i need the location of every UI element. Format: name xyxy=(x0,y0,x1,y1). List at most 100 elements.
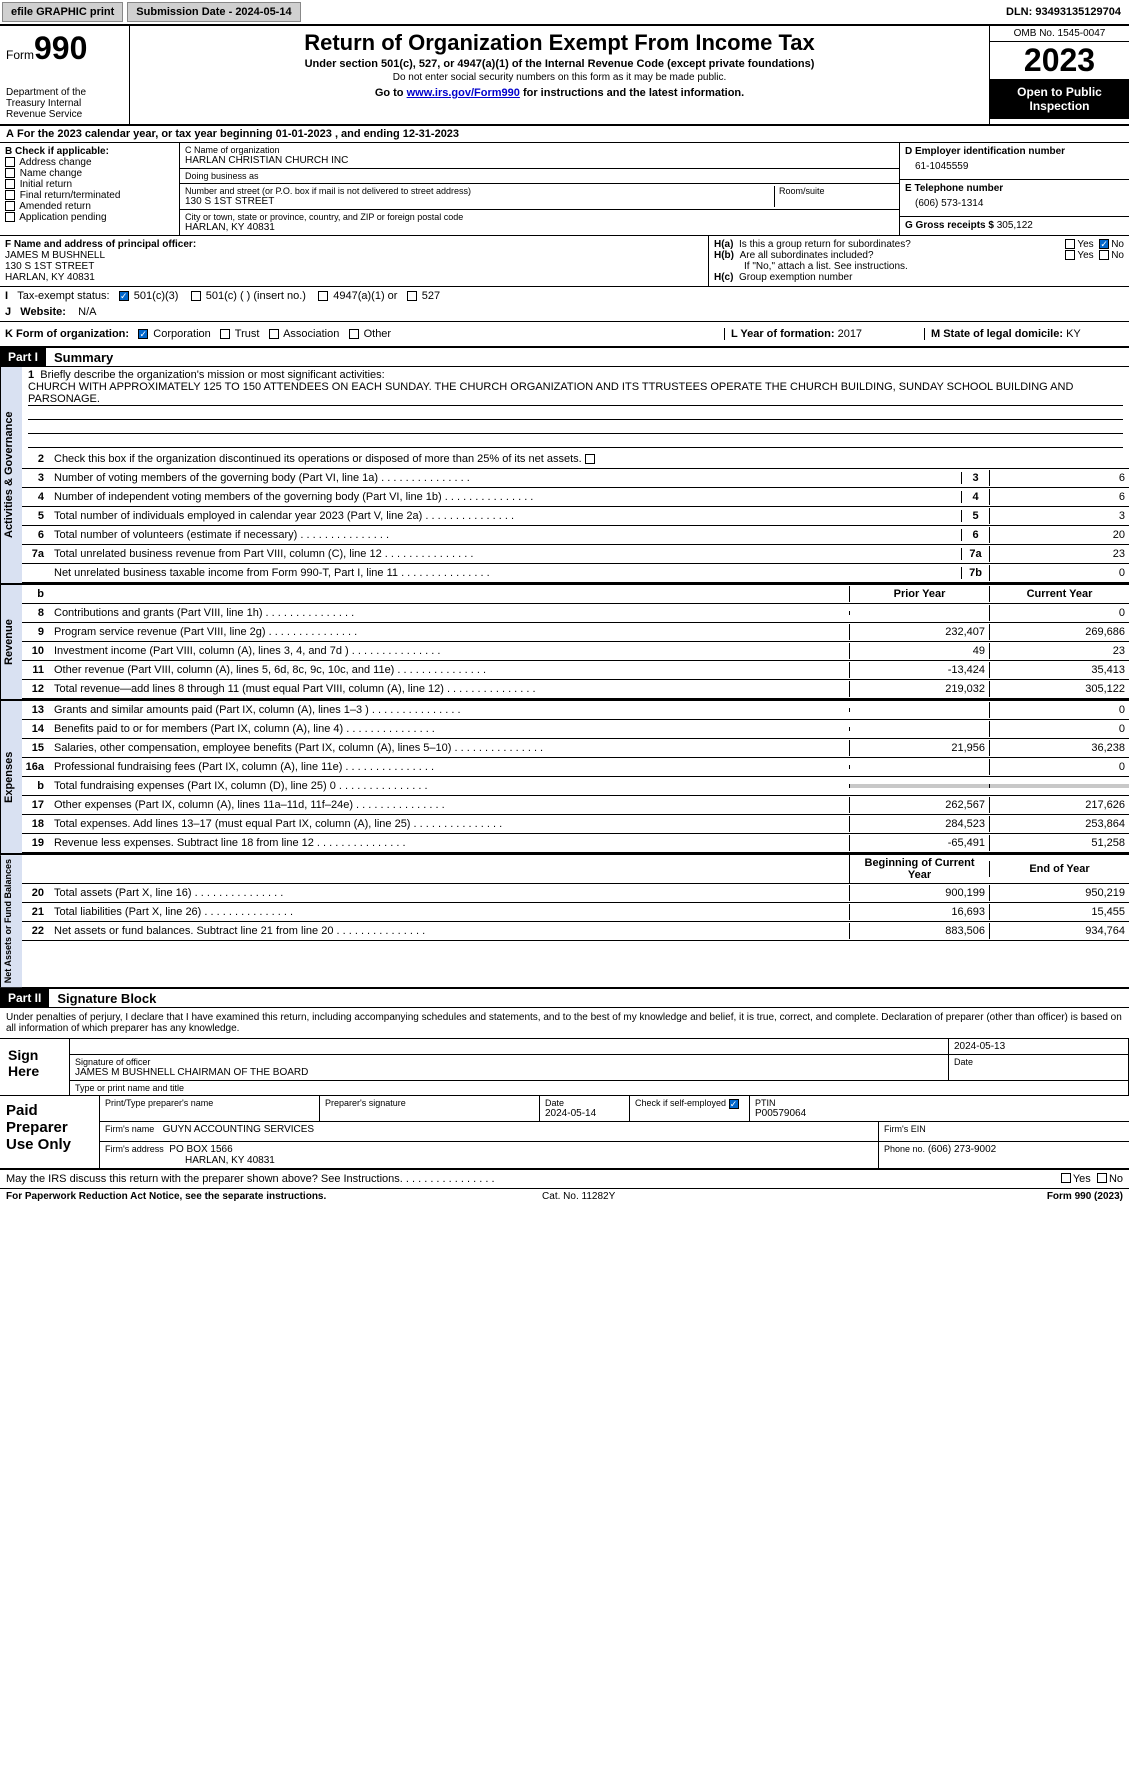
lbl-address-change: Address change xyxy=(19,157,91,168)
lbl-501c3: 501(c)(3) xyxy=(134,290,179,302)
chk-ha-yes[interactable] xyxy=(1065,239,1075,249)
chk-amended-return[interactable] xyxy=(5,201,15,211)
ptin: P00579064 xyxy=(755,1108,1124,1119)
korg-label: K Form of organization: xyxy=(5,328,129,340)
chk-discuss-no[interactable] xyxy=(1097,1173,1107,1183)
dln: DLN: 93493135129704 xyxy=(1006,6,1129,18)
chk-501c[interactable] xyxy=(191,291,201,301)
chk-hb-yes[interactable] xyxy=(1065,250,1075,260)
line-3: 3Number of voting members of the governi… xyxy=(22,469,1129,488)
part1-header: Part I Summary xyxy=(0,348,1129,367)
org-name: HARLAN CHRISTIAN CHURCH INC xyxy=(185,155,894,166)
year-formation-label: L Year of formation: xyxy=(731,328,835,340)
sign-date: 2024-05-13 xyxy=(949,1039,1129,1054)
chk-other[interactable] xyxy=(349,329,359,339)
street-label: Number and street (or P.O. box if mail i… xyxy=(185,186,774,196)
lbl-4947: 4947(a)(1) or xyxy=(333,290,397,302)
chk-4947[interactable] xyxy=(318,291,328,301)
ein-label: D Employer identification number xyxy=(905,146,1124,157)
street: 130 S 1ST STREET xyxy=(185,196,774,207)
chk-trust[interactable] xyxy=(220,329,230,339)
irs-link[interactable]: www.irs.gov/Form990 xyxy=(407,87,520,99)
prep-date-label: Date xyxy=(545,1098,624,1108)
sign-here-block: Sign Here 2024-05-13 Signature of office… xyxy=(0,1039,1129,1096)
phone-label: E Telephone number xyxy=(905,183,1124,194)
side-expenses: Expenses xyxy=(0,701,22,853)
line-17: 17Other expenses (Part IX, column (A), l… xyxy=(22,796,1129,815)
section-ij: I Tax-exempt status: 501(c)(3) 501(c) ( … xyxy=(0,287,1129,322)
line-6: 6Total number of volunteers (estimate if… xyxy=(22,526,1129,545)
lbl-yes2: Yes xyxy=(1077,250,1093,261)
sig-officer: JAMES M BUSHNELL CHAIRMAN OF THE BOARD xyxy=(75,1067,943,1078)
footer-cat: Cat. No. 11282Y xyxy=(542,1191,615,1202)
chk-assoc[interactable] xyxy=(269,329,279,339)
lbl-application-pending: Application pending xyxy=(19,212,106,223)
line-20: 20Total assets (Part X, line 16)900,1999… xyxy=(22,884,1129,903)
efile-button[interactable]: efile GRAPHIC print xyxy=(2,2,123,22)
lbl-no2: No xyxy=(1111,250,1124,261)
sig-officer-label: Signature of officer xyxy=(75,1057,943,1067)
tax-year: 2023 xyxy=(990,42,1129,79)
section-expenses: Expenses 13Grants and similar amounts pa… xyxy=(0,701,1129,855)
open-to-public: Open to Public Inspection xyxy=(990,79,1129,119)
ptin-label: PTIN xyxy=(755,1098,1124,1108)
form-number: 990 xyxy=(34,30,87,66)
chk-application-pending[interactable] xyxy=(5,212,15,222)
chk-address-change[interactable] xyxy=(5,157,15,167)
hdr-current-year: Current Year xyxy=(989,586,1129,602)
chk-final-return[interactable] xyxy=(5,190,15,200)
firm-addr1: PO BOX 1566 xyxy=(169,1144,232,1155)
chk-name-change[interactable] xyxy=(5,168,15,178)
goto-post: for instructions and the latest informat… xyxy=(520,87,744,99)
gross-receipts: 305,122 xyxy=(997,220,1033,231)
chk-line2[interactable] xyxy=(585,454,595,464)
firm-addr2: HARLAN, KY 40831 xyxy=(105,1155,275,1166)
prep-sig-label: Preparer's signature xyxy=(320,1096,540,1121)
line-14: 14Benefits paid to or for members (Part … xyxy=(22,720,1129,739)
line-18: 18Total expenses. Add lines 13–17 (must … xyxy=(22,815,1129,834)
ein: 61-1045559 xyxy=(905,157,1124,176)
lbl-no: No xyxy=(1111,239,1124,250)
officer-name: JAMES M BUSHNELL xyxy=(5,250,703,261)
goto-pre: Go to xyxy=(375,87,407,99)
line-5: 5Total number of individuals employed in… xyxy=(22,507,1129,526)
chk-ha-no[interactable] xyxy=(1099,239,1109,249)
discuss-row: May the IRS discuss this return with the… xyxy=(0,1170,1129,1189)
gross-receipts-label: G Gross receipts $ xyxy=(905,220,994,231)
lbl-trust: Trust xyxy=(235,328,260,340)
form-label: Form xyxy=(6,48,34,62)
chk-discuss-yes[interactable] xyxy=(1061,1173,1071,1183)
footer-form: Form 990 (2023) xyxy=(1047,1191,1123,1202)
line-4: 4Number of independent voting members of… xyxy=(22,488,1129,507)
line-7a: 7aTotal unrelated business revenue from … xyxy=(22,545,1129,564)
chk-527[interactable] xyxy=(407,291,417,301)
discuss-question: May the IRS discuss this return with the… xyxy=(6,1173,1061,1185)
revenue-header-row: b Prior Year Current Year xyxy=(22,585,1129,604)
chk-self-employed[interactable] xyxy=(729,1099,739,1109)
chk-corp[interactable] xyxy=(138,329,148,339)
chk-initial-return[interactable] xyxy=(5,179,15,189)
prep-date: 2024-05-14 xyxy=(545,1108,624,1119)
section-klm: K Form of organization: Corporation Trus… xyxy=(0,322,1129,348)
part1-title: Summary xyxy=(46,350,113,365)
part2-title: Signature Block xyxy=(49,991,156,1006)
chk-501c3[interactable] xyxy=(119,291,129,301)
side-revenue: Revenue xyxy=(0,585,22,699)
firm-addr-label: Firm's address xyxy=(105,1144,164,1154)
hdr-prior-year: Prior Year xyxy=(849,586,989,602)
line-10: 10Investment income (Part VIII, column (… xyxy=(22,642,1129,661)
firm-name: GUYN ACCOUNTING SERVICES xyxy=(163,1124,315,1135)
sig-type-label: Type or print name and title xyxy=(70,1081,1129,1095)
form-subtitle1: Under section 501(c), 527, or 4947(a)(1)… xyxy=(138,58,981,70)
box-b-label: B Check if applicable: xyxy=(5,146,174,157)
lbl-527: 527 xyxy=(422,290,440,302)
lbl-yes: Yes xyxy=(1077,239,1093,250)
firm-ein-label: Firm's EIN xyxy=(879,1122,1129,1141)
net-header-row: Beginning of Current Year End of Year xyxy=(22,855,1129,884)
dba-label: Doing business as xyxy=(185,171,894,181)
lbl-final-return: Final return/terminated xyxy=(20,190,121,201)
chk-hb-no[interactable] xyxy=(1099,250,1109,260)
topbar: efile GRAPHIC print Submission Date - 20… xyxy=(0,0,1129,26)
section-bcd: B Check if applicable: Address change Na… xyxy=(0,143,1129,236)
officer-label: F Name and address of principal officer: xyxy=(5,239,703,250)
